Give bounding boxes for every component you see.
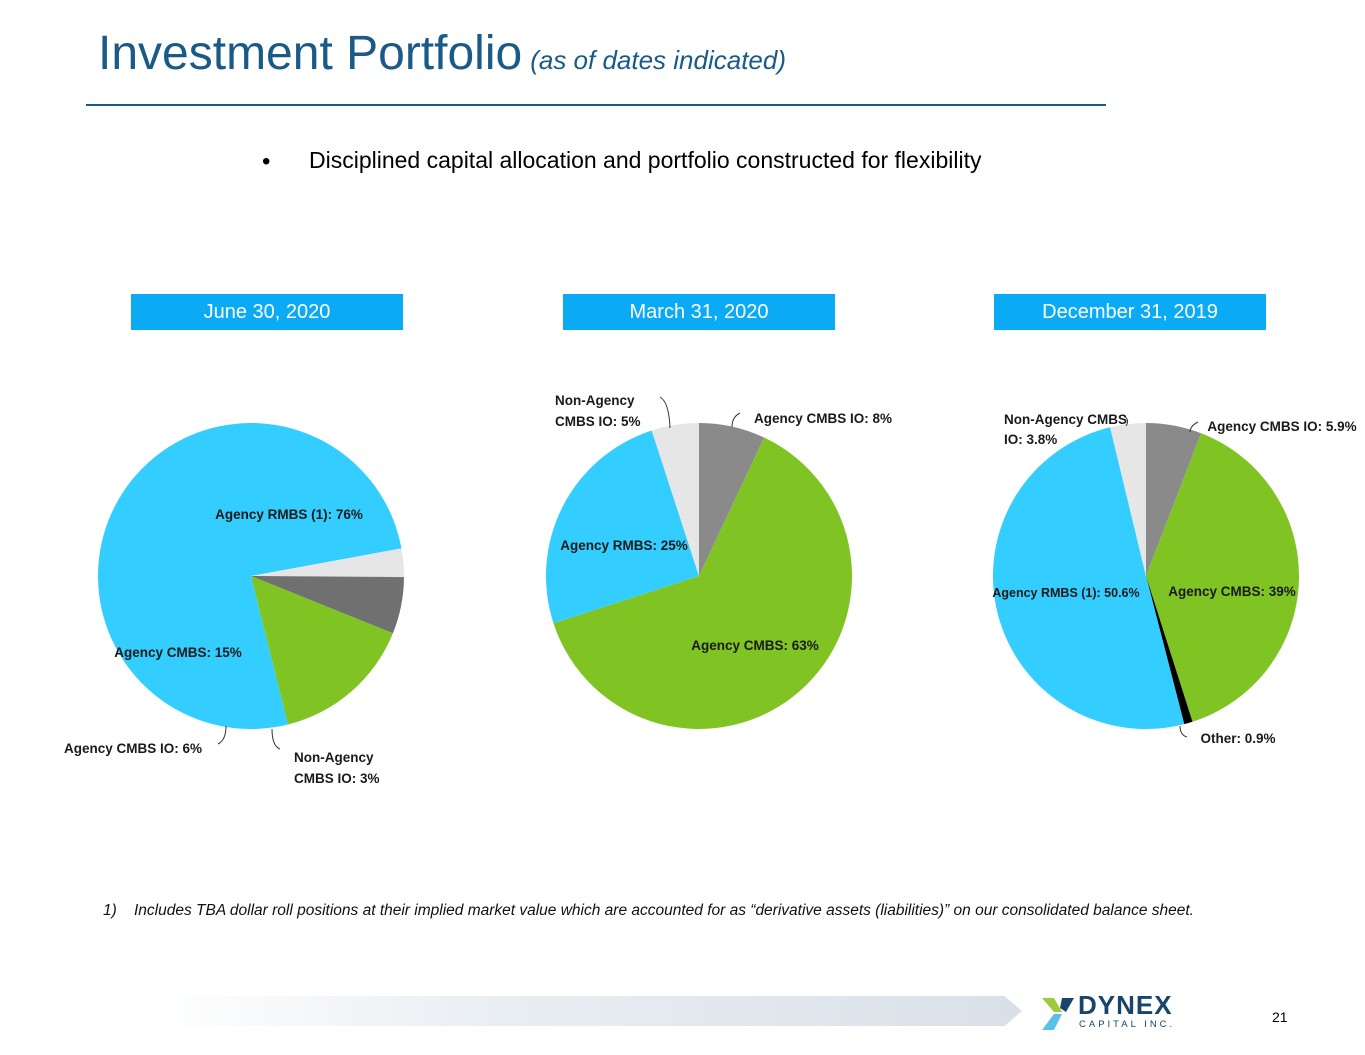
pie-chart-2: Agency CMBS IO: 5.9% Agency CMBS: 39% Othe… [992,412,1356,746]
pie-slice-non-agency-cmbs-io-3 [251,548,405,578]
pie-slice-agency-cmbs-io-8 [699,423,765,576]
footnote: 1) Includes TBA dollar roll positions at… [103,899,1233,922]
pie-slice-agency-cmbs-io-6 [251,576,404,634]
chart-date-header-dec-2019: December 31, 2019 [994,294,1266,330]
pie-chart-0: Agency RMBS (1): 76% Non-Agency CMBS IO: 3… [64,423,405,786]
pie-slice-agency-cmbs-15 [251,576,393,725]
slice-label-non-agency-cmbs-io-3-8: Non-Agency CMBS IO: 3.8% [1004,412,1127,447]
dynex-logo-icon [1042,998,1074,1030]
slice-label-agency-cmbs-63: Agency CMBS: 63% [691,638,819,653]
logo-subtitle: CAPITAL INC. [1079,1019,1176,1030]
leader-line-non-agency-cmbs-io-5 [659,396,671,429]
leader-line-non-agency-cmbs-io-3-8 [1123,415,1129,427]
slice-label-agency-cmbs-io-6: Agency CMBS IO: 6% [64,741,202,756]
pie-slice-agency-cmbs-io-5-9 [1146,423,1202,576]
leader-line-agency-cmbs-io-6 [217,725,227,745]
bullet-text: Disciplined capital allocation and portf… [309,147,982,173]
page-subtitle: (as of dates indicated) [530,45,787,75]
bullet-icon: • [262,148,271,175]
pie-slice-non-agency-cmbs-io-3-8 [1110,423,1146,576]
pie-slice-agency-cmbs-39 [1146,433,1300,722]
footer-band [150,996,1022,1026]
page-number: 21 [1272,1009,1288,1025]
leader-line-agency-cmbs-io-8 [731,412,741,428]
slice-label-non-agency-cmbs-io-5: Non-Agency CMBS IO: 5% [555,393,641,429]
chart-date-header-jun-2020: June 30, 2020 [131,294,403,330]
title-divider [86,104,1106,106]
slice-label-agency-cmbs-39: Agency CMBS: 39% [1168,584,1296,599]
pie-slice-agency-rmbs-50-6 [992,427,1185,730]
footnote-text: Includes TBA dollar roll positions at th… [134,902,1194,919]
chart-date-header-mar-2020: March 31, 2020 [563,294,835,330]
title-text: Investment Portfolio [98,27,523,80]
logo-name: DYNEX [1078,990,1173,1020]
slice-label-other-0-9: Other: 0.9% [1200,731,1275,746]
slice-label-agency-rmbs-76: Agency RMBS (1): 76% [215,507,363,522]
slice-label-agency-cmbs-io-5-9: Agency CMBS IO: 5.9% [1207,419,1356,434]
slice-label-agency-cmbs-io-8: Agency CMBS IO: 8% [754,411,892,426]
footnote-number: 1) [103,902,117,919]
leader-line-other-0-9 [1179,725,1188,738]
leader-line-non-agency-cmbs-io-3 [271,728,281,750]
slice-label-non-agency-cmbs-io-3: Non-Agency CMBS IO: 3% [294,750,380,786]
slice-label-agency-rmbs-50-6: Agency RMBS (1): 50.6% [992,586,1139,600]
pie-slice-agency-rmbs-76 [98,423,402,730]
pie-slice-agency-cmbs-63 [553,437,853,730]
leader-line-agency-cmbs-io-5-9 [1189,421,1199,433]
pie-chart-1: Agency CMBS IO: 8% Agency CMBS: 63% Agency… [546,393,892,730]
page-title: Investment Portfolio (as of dates indicat… [98,26,786,81]
pie-slice-agency-rmbs-25 [546,430,699,624]
pie-slice-non-agency-cmbs-io-5 [651,423,699,576]
slice-label-agency-rmbs-25: Agency RMBS: 25% [560,538,688,553]
slice-label-agency-cmbs-15: Agency CMBS: 15% [114,645,242,660]
pie-slice-other-0-9 [1146,576,1193,725]
